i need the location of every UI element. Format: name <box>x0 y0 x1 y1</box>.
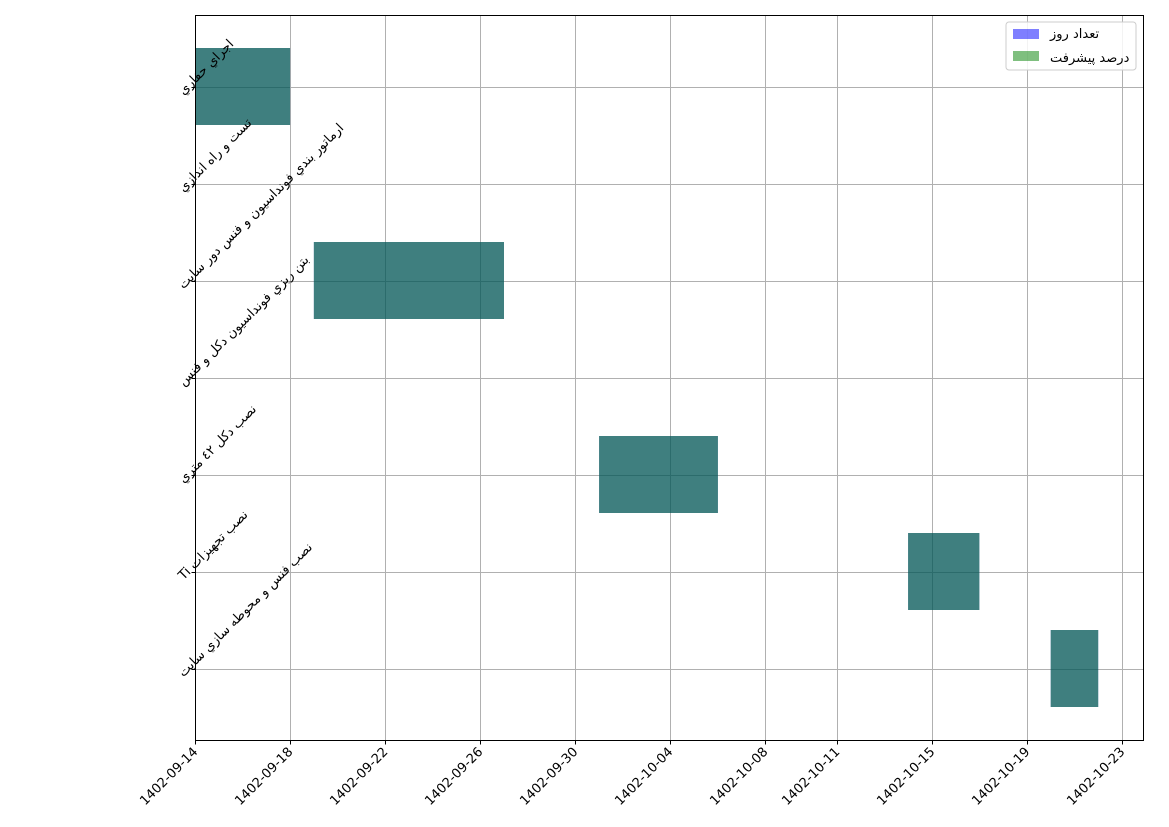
y-tick-label: تست و راه اندازي <box>176 116 256 196</box>
gantt-bar-series-1 <box>1050 630 1099 707</box>
legend-swatch-0 <box>1013 29 1039 39</box>
x-axis: 1402-09-14 1402-09-18 1402-09-22 1402-09-26… <box>137 740 1128 809</box>
bars-layer <box>195 48 1099 707</box>
x-tick-label: 1402-10-15 <box>874 745 938 809</box>
grid-lines <box>195 15 1144 741</box>
legend-label-0: تعداد روز <box>1049 27 1099 42</box>
legend: تعداد روز درصد پيشرفت <box>1005 21 1137 71</box>
legend-label-1: درصد پيشرفت <box>1050 51 1130 66</box>
x-tick-label: 1402-10-11 <box>779 745 843 809</box>
gantt-bar-series-1 <box>195 48 291 125</box>
x-tick-label: 1402-09-22 <box>327 745 391 809</box>
x-tick-label: 1402-09-26 <box>422 745 486 809</box>
x-tick-label: 1402-09-18 <box>232 745 296 809</box>
x-tick-label: 1402-10-23 <box>1064 745 1128 809</box>
x-tick-label: 1402-10-19 <box>969 745 1033 809</box>
x-tick-label: 1402-09-14 <box>137 745 201 809</box>
x-tick-label: 1402-10-08 <box>707 745 771 809</box>
gantt-bar-series-1 <box>313 242 504 319</box>
gantt-bar-series-1 <box>599 436 718 513</box>
gantt-bar-series-1 <box>908 533 980 610</box>
x-tick-label: 1402-10-04 <box>612 745 676 809</box>
legend-swatch-1 <box>1013 51 1039 61</box>
y-tick-label: نصب دكل ٤٢ متري <box>176 402 260 486</box>
x-tick-label: 1402-09-30 <box>517 745 581 809</box>
